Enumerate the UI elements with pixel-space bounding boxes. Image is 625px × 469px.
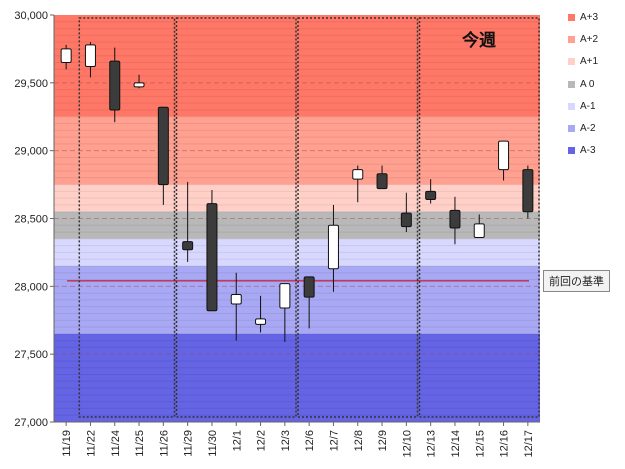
x-tick-label: 12/17 — [523, 430, 535, 458]
legend-item: A+3 — [568, 6, 625, 28]
legend-swatch — [568, 147, 575, 155]
y-tick-labels: 27,000 27,500 28,000 28,500 29,000 29,500 30,0… — [14, 10, 54, 429]
x-tick-label: 12/16 — [499, 430, 511, 458]
candle-body-down — [425, 190, 437, 201]
legend-swatch — [568, 102, 575, 110]
legend-label: A 0 — [580, 78, 595, 90]
y-tick-label: 30,000 — [14, 10, 48, 22]
candle-body-up — [133, 82, 145, 88]
gridlines — [54, 21, 540, 416]
x-tick-label: 12/2 — [256, 430, 268, 451]
legend-swatch — [568, 58, 575, 66]
candle-body-down — [157, 106, 169, 186]
x-tick-label: 12/10 — [401, 430, 413, 458]
legend: A+3 A+2 A+1 A 0 A-1 A-2 A-3 — [568, 6, 625, 162]
current-week-label: 今週 — [462, 31, 496, 50]
legend-item: A+2 — [568, 28, 625, 50]
candle-body-down — [449, 209, 461, 229]
legend-label: A+2 — [580, 33, 599, 45]
candle-body-up — [255, 318, 267, 325]
reference-line-label: 前回の基準 — [543, 270, 610, 292]
legend-label: A-3 — [580, 145, 596, 157]
legend-item: A-3 — [568, 140, 625, 162]
candle-body-up — [84, 44, 96, 68]
x-tick-label: 12/6 — [304, 430, 316, 451]
x-tick-label: 12/14 — [450, 430, 462, 458]
candle-body-down — [182, 241, 194, 251]
legend-swatch — [568, 13, 575, 21]
zone-band-aplus3 — [54, 15, 540, 117]
x-tick-label: 12/9 — [377, 430, 389, 451]
y-tick-label: 28,000 — [14, 281, 48, 293]
x-tick-label: 11/24 — [110, 430, 122, 457]
candle-body-up — [230, 293, 242, 305]
zone-band-aminus1 — [54, 238, 540, 266]
x-tick-label: 12/13 — [426, 430, 438, 458]
legend-item: A+1 — [568, 51, 625, 73]
y-tick-label: 29,500 — [14, 78, 48, 90]
x-tick-label: 11/22 — [85, 430, 97, 457]
x-tick-label: 11/26 — [158, 430, 170, 457]
candles — [60, 42, 534, 342]
x-tick-labels: 11/19 11/22 11/24 11/25 11/26 11/29 11/30 12/1 1… — [61, 422, 535, 458]
candle-body-down — [303, 276, 315, 298]
candle-body-up — [279, 283, 291, 309]
legend-swatch — [568, 80, 575, 88]
y-tick-label: 29,000 — [14, 146, 48, 158]
y-tick-label: 27,000 — [14, 417, 48, 429]
candle-body-down — [206, 203, 218, 312]
legend-label: A-2 — [580, 123, 596, 135]
x-tick-label: 12/8 — [353, 430, 365, 451]
legend-item: A-1 — [568, 95, 625, 117]
x-tick-label: 11/29 — [183, 430, 195, 457]
legend-label: A+3 — [580, 11, 599, 23]
zone-band-aplus2 — [54, 116, 540, 185]
legend-swatch — [568, 35, 575, 43]
zone-band-aminus3 — [54, 333, 540, 422]
candle-body-up — [60, 48, 72, 63]
zone-band-aplus1 — [54, 184, 540, 212]
x-tick-label: 12/15 — [474, 430, 486, 458]
week-box — [175, 17, 297, 418]
candle-body-up — [352, 169, 364, 180]
week-box — [418, 17, 540, 418]
y-tick-label: 28,500 — [14, 214, 48, 226]
x-tick-label: 11/19 — [61, 430, 73, 457]
legend-swatch — [568, 125, 575, 133]
legend-label: A+1 — [580, 56, 599, 68]
week-boxes — [78, 17, 540, 418]
y-tick-label: 27,500 — [14, 349, 48, 361]
x-tick-label: 11/30 — [207, 430, 219, 457]
legend-item: A-2 — [568, 117, 625, 139]
candle-body-down — [522, 169, 534, 213]
candle-body-down — [376, 173, 388, 190]
x-tick-label: 12/1 — [231, 430, 243, 451]
x-tick-label: 12/7 — [328, 430, 340, 451]
candle-body-up — [498, 140, 510, 171]
zone-band-aminus2 — [54, 265, 540, 334]
candle-body-up — [327, 224, 339, 270]
candle-body-up — [473, 223, 485, 238]
legend-item: A 0 — [568, 73, 625, 95]
candle-body-down — [109, 60, 121, 111]
candle-body-down — [400, 212, 412, 228]
x-tick-label: 11/25 — [134, 430, 146, 457]
x-tick-label: 12/3 — [280, 430, 292, 451]
week-box — [297, 17, 419, 418]
week-box — [78, 17, 176, 418]
legend-label: A-1 — [580, 100, 596, 112]
